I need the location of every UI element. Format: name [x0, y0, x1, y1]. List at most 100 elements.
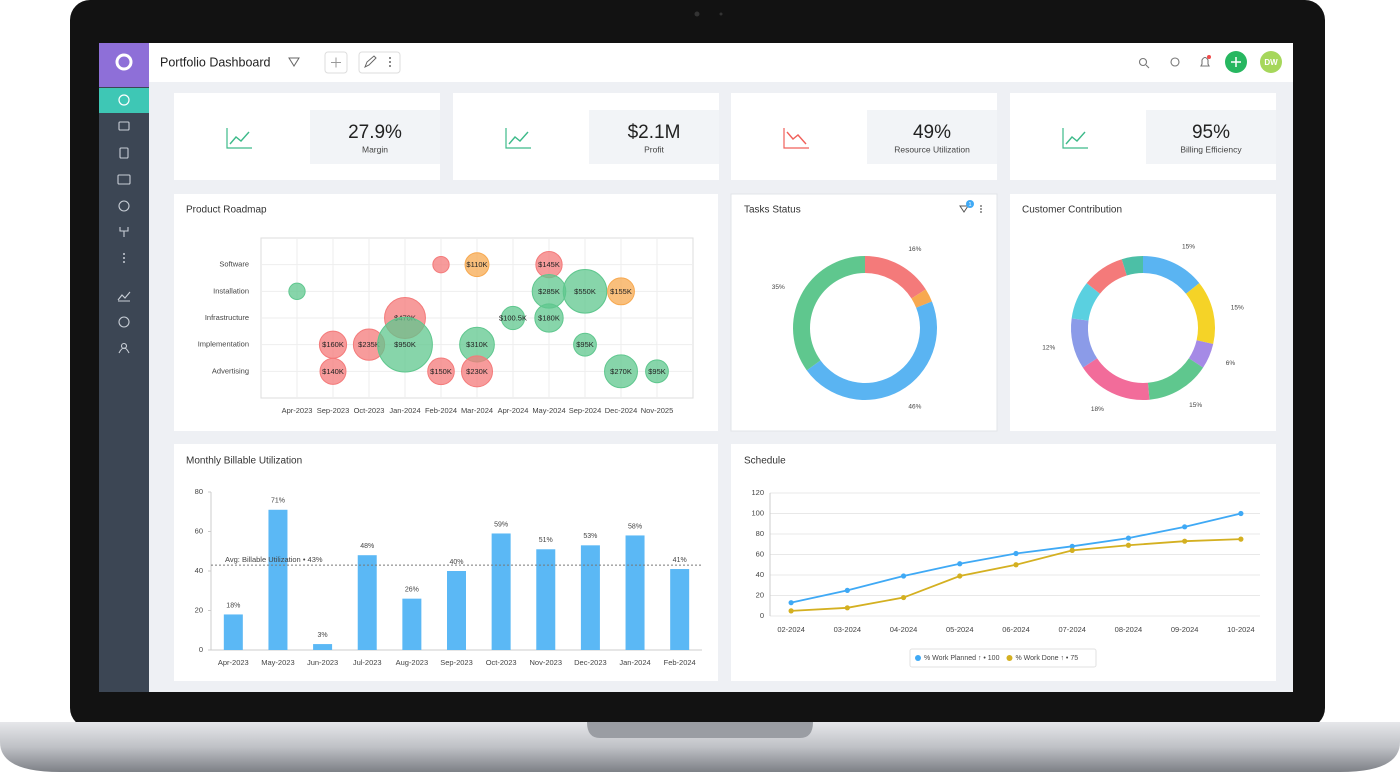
bubble — [460, 355, 494, 388]
bubble-label: $235K — [358, 340, 380, 349]
donut-segment — [865, 256, 926, 299]
bubble-label: $550K — [574, 287, 596, 296]
y-tick-label: 120 — [751, 488, 764, 497]
series-point — [957, 573, 963, 579]
series-point — [1125, 542, 1132, 548]
bubble-label: $155K — [610, 287, 632, 296]
kpi-trend-line — [229, 131, 250, 145]
sidebar — [99, 43, 149, 692]
kpi-label: Margin — [362, 144, 388, 154]
kpi-value-box — [867, 110, 997, 164]
bar — [402, 598, 422, 650]
donut-label: 6% — [1226, 360, 1236, 367]
add-button[interactable] — [324, 51, 348, 74]
bubble-label: $270K — [610, 367, 632, 376]
top-bar — [149, 43, 1293, 82]
kpi-value: 49% — [913, 122, 951, 143]
card-title: Schedule — [744, 456, 786, 467]
donut-segment — [1071, 318, 1098, 368]
x-tick-label: 09-2024 — [1171, 625, 1199, 634]
search-icon[interactable] — [1138, 57, 1148, 67]
bubble — [464, 252, 490, 278]
x-tick-label: Apr-2023 — [282, 406, 313, 415]
x-tick-label: Oct-2023 — [354, 406, 385, 415]
donut-label: 15% — [1231, 305, 1244, 312]
x-tick-label: 04-2024 — [890, 625, 918, 634]
more-icon[interactable] — [389, 57, 391, 67]
kpi-value: 27.9% — [348, 122, 402, 143]
x-tick-label: Dec-2023 — [574, 658, 607, 667]
bubble-label: $95K — [648, 367, 666, 376]
bell-icon[interactable] — [1200, 56, 1210, 67]
card-more[interactable] — [980, 205, 982, 213]
series-point — [1182, 524, 1188, 530]
y-tick-label: Installation — [213, 286, 249, 295]
bubble-label: $950K — [394, 340, 416, 349]
nav-icon[interactable] — [118, 200, 130, 212]
nav-icon[interactable] — [118, 316, 130, 328]
nav-icon[interactable] — [118, 342, 130, 354]
hinge-notch — [587, 722, 813, 738]
series-point — [1013, 562, 1019, 568]
donut-segment — [1086, 259, 1127, 294]
series-point — [1238, 510, 1244, 517]
edit-icon[interactable] — [364, 55, 377, 69]
bubble — [573, 332, 597, 357]
series-point — [844, 587, 850, 593]
nav-icon[interactable] — [117, 174, 131, 185]
series-point — [957, 561, 963, 567]
legend — [909, 648, 1097, 668]
x-tick-label: Mar-2024 — [461, 406, 493, 415]
card-title: Customer Contribution — [1022, 205, 1122, 216]
x-tick-label: Feb-2024 — [664, 658, 696, 667]
nav-icon[interactable] — [119, 147, 129, 159]
bar — [268, 509, 288, 650]
donut-segment — [1071, 283, 1100, 321]
bubble-label: $100.5K — [499, 313, 527, 322]
nav-more[interactable] — [123, 253, 125, 263]
filter-badge-count: 1 — [968, 202, 971, 208]
nav-icon[interactable] — [117, 291, 131, 302]
donut-segment — [793, 256, 865, 371]
bar-value-label: 18% — [226, 602, 240, 609]
series-point — [1182, 538, 1188, 544]
filter-button[interactable] — [288, 57, 300, 67]
nav-active[interactable] — [99, 88, 149, 113]
donut-segment — [911, 289, 932, 308]
legend-swatch[interactable] — [1006, 655, 1013, 661]
legend-label[interactable]: % Work Planned ↑ • 100 — [924, 655, 1000, 662]
bubble-label: $145K — [538, 260, 560, 269]
edit-group[interactable] — [358, 51, 401, 74]
bar — [580, 545, 600, 650]
x-tick-label: Apr-2023 — [218, 658, 249, 667]
card-filter[interactable] — [959, 205, 969, 213]
bar — [313, 644, 333, 650]
bar-value-label: 3% — [318, 632, 328, 639]
avatar[interactable] — [1260, 51, 1282, 73]
x-tick-label: Jul-2023 — [353, 658, 382, 667]
camera — [694, 11, 700, 17]
donut-segment — [1147, 358, 1204, 400]
legend-swatch[interactable] — [915, 655, 921, 661]
y-tick-label: Infrastructure — [205, 313, 249, 322]
legend-label[interactable]: % Work Done ↑ • 75 — [1015, 655, 1078, 662]
x-tick-label: 02-2024 — [777, 625, 805, 634]
dot — [389, 65, 391, 67]
y-tick-label: 40 — [195, 566, 203, 575]
bar — [491, 533, 511, 650]
bubble — [604, 354, 638, 389]
dot — [980, 208, 982, 210]
bar-value-label: 59% — [494, 521, 508, 528]
x-tick-label: Apr-2024 — [498, 406, 529, 415]
nav-icon[interactable] — [118, 121, 130, 131]
bubble — [534, 303, 564, 333]
mention-icon[interactable] — [1170, 57, 1180, 67]
bar-value-label: 53% — [583, 533, 597, 540]
x-tick-label: Nov-2025 — [641, 406, 674, 415]
bar-value-label: 26% — [405, 586, 419, 593]
nav-icon[interactable] — [119, 227, 129, 237]
logo-box[interactable] — [99, 43, 149, 87]
bubble — [562, 269, 608, 314]
x-tick-label: 06-2024 — [1002, 625, 1030, 634]
